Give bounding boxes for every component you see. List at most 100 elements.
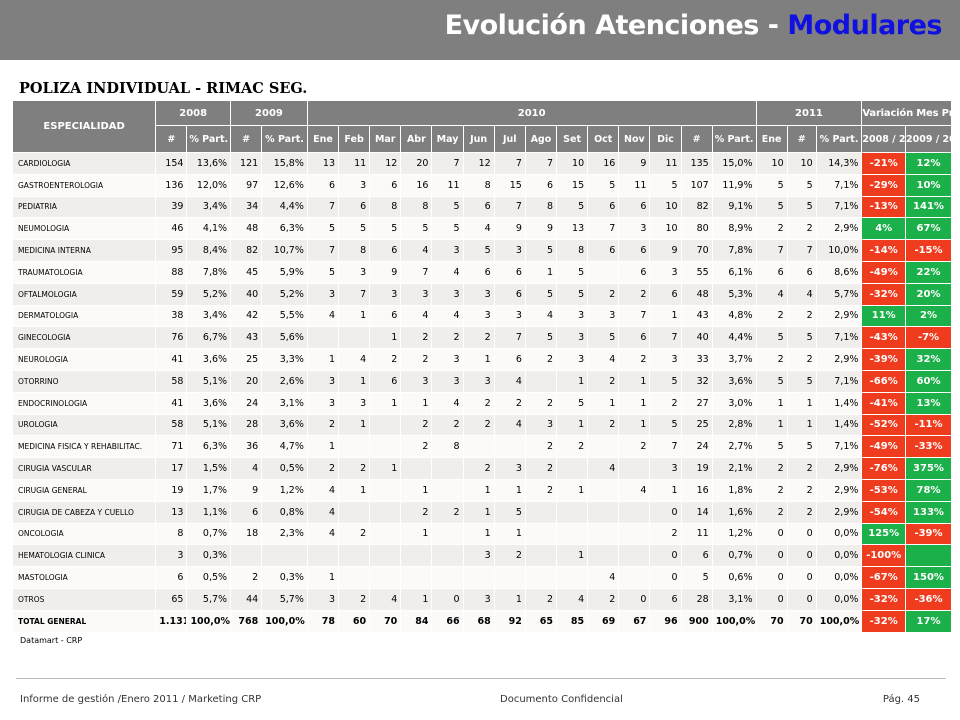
- part-2009: 2,3%: [261, 522, 308, 546]
- month-2010-value: 2: [524, 478, 558, 502]
- year-header-2008: 2008: [155, 100, 232, 126]
- col-2010-month: Ene: [306, 125, 340, 153]
- table-row: PEDIATRIA 39 3,4% 34 4,4% 7 6 8 8 5 6 7 8 5 6 6 10 82 9,1%…: [11, 195, 952, 219]
- month-2010-value: 1: [306, 566, 340, 589]
- month-2011-value: 2: [755, 457, 788, 480]
- month-2010-value: 2: [338, 587, 371, 611]
- especialidad-name: GINECOLOGIA: [11, 326, 157, 350]
- month-2010-value: 67: [618, 609, 651, 633]
- month-2010-value: [618, 566, 651, 589]
- col-2009-part: % Part.: [261, 125, 308, 153]
- especialidad-name: NEUMOLOGIA: [11, 217, 157, 241]
- month-2010-value: 3: [400, 369, 433, 393]
- count-2009: 25: [230, 348, 263, 371]
- month-2010-value: 0: [649, 500, 682, 524]
- part-2011: 7,1%: [815, 173, 863, 197]
- table-row: OTROS 65 5,7% 44 5,7% 3 2 4 1 0 3 1 2 4 2 0 6 28 3,1% 0 0 0,0…: [11, 587, 952, 611]
- month-2010-value: 1: [306, 348, 340, 371]
- month-2010-value: 5: [400, 217, 433, 241]
- part-2008: 1,1%: [186, 500, 232, 524]
- count-2010: 5: [680, 566, 713, 589]
- table-row: DERMATOLOGIA 38 3,4% 42 5,5% 4 1 6 4 4 3 3 4 3 3 7 1 43 4,…: [11, 304, 952, 328]
- month-2010-value: 3: [431, 348, 464, 371]
- count-2011: 2: [786, 478, 817, 502]
- part-2008: 1,5%: [186, 457, 232, 480]
- especialidad-name: CIRUGIA GENERAL: [11, 478, 157, 502]
- month-2010-value: 4: [493, 369, 526, 393]
- var-2008-2009: -32%: [861, 587, 907, 611]
- part-2008: 13,6%: [186, 152, 232, 175]
- month-2010-value: 12: [462, 152, 495, 175]
- month-2010-value: 2: [431, 326, 464, 350]
- month-2010-value: [618, 457, 651, 480]
- count-2010: 25: [680, 413, 713, 437]
- month-2010-value: 5: [306, 260, 340, 284]
- month-2010-value: 0: [649, 566, 682, 589]
- month-2011-value: 1: [755, 413, 788, 437]
- month-2010-value: 0: [649, 544, 682, 568]
- part-2008: 12,0%: [186, 173, 232, 197]
- count-2010: 27: [680, 391, 713, 415]
- part-2010: 0,6%: [711, 566, 757, 589]
- month-2011-value: 5: [755, 173, 788, 197]
- part-2009: 3,6%: [261, 413, 308, 437]
- var-2009-2010: 141%: [905, 195, 952, 219]
- month-2010-value: 60: [338, 609, 371, 633]
- month-2010-value: 6: [462, 195, 495, 219]
- var-2009-2010: 78%: [905, 478, 952, 502]
- count-2009: 6: [230, 500, 263, 524]
- month-2010-value: 5: [431, 195, 464, 219]
- count-2011: 0: [786, 544, 817, 568]
- part-2010: 1,2%: [711, 522, 757, 546]
- part-2009: 0,3%: [261, 566, 308, 589]
- month-2010-value: [493, 435, 526, 459]
- part-2011: 7,1%: [815, 326, 863, 350]
- year-header-2009: 2009: [230, 100, 308, 126]
- month-2010-value: 5: [555, 391, 589, 415]
- table-row: MEDICINA FISICA Y REHABILITAC. 71 6,3% 36 4,…: [11, 435, 952, 459]
- month-2010-value: 2: [524, 348, 558, 371]
- month-2010-value: [587, 260, 620, 284]
- month-2010-value: 6: [618, 239, 651, 262]
- especialidad-name: PEDIATRIA: [11, 195, 157, 219]
- month-2010-value: 6: [649, 587, 682, 611]
- month-2010-value: 1: [400, 522, 433, 546]
- table-row: CIRUGIA GENERAL 19 1,7% 9 1,2% 4 1 1 1 1 2 1 4 1 16 1,8…: [11, 478, 952, 502]
- col-2010-month: Set: [555, 125, 589, 153]
- especialidad-header: ESPECIALIDAD: [11, 100, 157, 153]
- count-2011: 2: [786, 500, 817, 524]
- especialidad-name: CIRUGIA VASCULAR: [11, 457, 157, 480]
- month-2010-value: 12: [369, 152, 402, 175]
- table-row: NEUROLOGIA 41 3,6% 25 3,3% 1 4 2 2 3 1 6 2 3 4 2 3 33 3,7%…: [11, 348, 952, 371]
- month-2010-value: 6: [493, 282, 526, 306]
- page-title-main: Evolución Atenciones -: [444, 10, 788, 41]
- month-2010-value: 2: [462, 457, 495, 480]
- month-2010-value: 96: [649, 609, 682, 633]
- month-2010-value: [555, 522, 589, 546]
- month-2010-value: 9: [649, 239, 682, 262]
- table-row: MASTOLOGIA 6 0,5% 2 0,3% 1 4 0 5 0,6% 0 0 0,0% -67% 15…: [11, 566, 952, 589]
- month-2010-value: 3: [306, 587, 340, 611]
- count-2008: 41: [155, 348, 188, 371]
- part-2009: 5,6%: [261, 326, 308, 350]
- month-2010-value: 2: [493, 391, 526, 415]
- count-2009: 18: [230, 522, 263, 546]
- count-2008: 41: [155, 391, 188, 415]
- month-2010-value: 3: [524, 413, 558, 437]
- month-2010-value: [369, 478, 402, 502]
- count-2011: 2: [786, 348, 817, 371]
- col-2010-month: Dic: [649, 125, 682, 153]
- month-2010-value: 8: [431, 435, 464, 459]
- part-2009: 4,4%: [261, 195, 308, 219]
- month-2010-value: 16: [587, 152, 620, 175]
- count-2008: 1.131: [155, 609, 188, 633]
- table-row: HEMATOLOGIA CLINICA 3 0,3% 3 2 1 0 6 0,7% 0 0 0,0% -…: [11, 544, 952, 568]
- part-2011: 2,9%: [815, 457, 863, 480]
- var-2009-2010: -33%: [905, 435, 952, 459]
- col-2010-part: % Part.: [711, 125, 757, 153]
- month-2010-value: 5: [524, 326, 558, 350]
- month-2010-value: 4: [306, 304, 340, 328]
- month-2010-value: 2: [306, 413, 340, 437]
- month-2010-value: 68: [462, 609, 495, 633]
- page-title: Evolución Atenciones - Modulares: [444, 10, 943, 41]
